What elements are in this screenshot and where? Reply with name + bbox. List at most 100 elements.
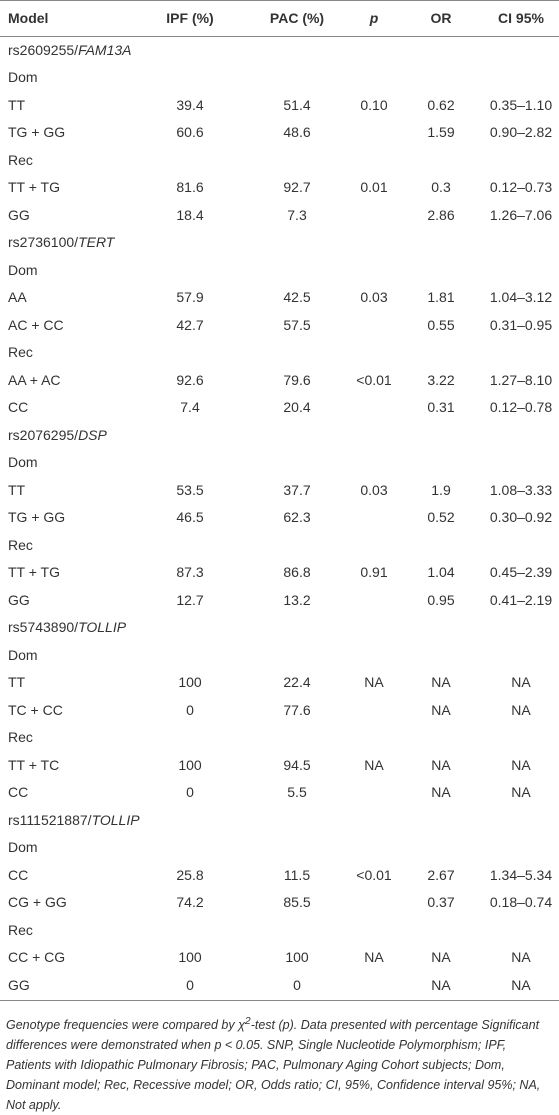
cell-ipf: 0 <box>186 976 194 993</box>
cell-ipf: 0 <box>186 784 194 801</box>
cell-ipf: 100 <box>178 949 202 966</box>
cell-or: 0.95 <box>427 591 455 608</box>
footnote-text: Genotype frequencies were compared by χ <box>6 1018 245 1033</box>
cell-pac: 79.6 <box>283 371 311 388</box>
snp-heading: rs2076295/DSP <box>8 427 107 443</box>
group-label: Rec <box>8 536 33 553</box>
cell-ci: NA <box>511 976 531 993</box>
cell-model: TG + GG <box>8 124 66 141</box>
cell-model: AA + AC <box>8 371 61 388</box>
cell-model: TC + CC <box>8 701 63 718</box>
cell-ci: 0.12–0.73 <box>489 179 553 196</box>
cell-or: 1.59 <box>427 124 455 141</box>
snp-id: rs2736100/ <box>8 234 79 251</box>
cell-pac: 22.4 <box>283 674 311 691</box>
cell-ci: 1.34–5.34 <box>489 866 553 883</box>
cell-ci: 0.30–0.92 <box>489 509 553 526</box>
group-label: Dom <box>8 69 38 86</box>
cell-or: 0.3 <box>431 179 451 196</box>
column-header: OR <box>430 10 452 26</box>
group-label: Dom <box>8 646 38 663</box>
cell-pac: 51.4 <box>283 96 311 113</box>
cell-pac: 7.3 <box>287 206 307 223</box>
snp-id: rs5743890/ <box>8 619 79 636</box>
cell-ipf: 53.5 <box>176 481 204 498</box>
cell-pac: 13.2 <box>283 591 311 608</box>
cell-or: 1.9 <box>431 481 451 498</box>
cell-p: NA <box>364 674 384 691</box>
cell-model: TT + TC <box>8 756 60 773</box>
cell-pac: 94.5 <box>283 756 311 773</box>
cell-pac: 77.6 <box>283 701 311 718</box>
cell-p: <0.01 <box>356 371 392 388</box>
column-header: p <box>369 10 379 26</box>
cell-pac: 100 <box>285 949 309 966</box>
cell-model: CC <box>8 866 29 883</box>
cell-model: TG + GG <box>8 509 66 526</box>
cell-pac: 86.8 <box>283 564 311 581</box>
snp-heading: rs2609255/FAM13A <box>8 42 132 58</box>
header-rule <box>0 36 559 37</box>
cell-p: 0.03 <box>360 289 388 306</box>
cell-pac: 11.5 <box>283 866 311 883</box>
cell-or: 3.22 <box>427 371 455 388</box>
cell-model: TT <box>8 96 26 113</box>
gene-name: DSP <box>78 426 107 443</box>
cell-pac: 5.5 <box>287 784 307 801</box>
snp-heading: rs111521887/TOLLIP <box>8 812 140 828</box>
cell-or: NA <box>431 756 451 773</box>
group-label: Dom <box>8 454 38 471</box>
cell-pac: 92.7 <box>283 179 311 196</box>
group-label: Dom <box>8 839 38 856</box>
cell-or: NA <box>431 784 451 801</box>
cell-ci: 1.04–3.12 <box>489 289 553 306</box>
cell-ci: 0.12–0.78 <box>489 399 553 416</box>
cell-ci: 1.26–7.06 <box>489 206 553 223</box>
cell-p: NA <box>364 756 384 773</box>
cell-pac: 20.4 <box>283 399 311 416</box>
cell-ipf: 60.6 <box>176 124 204 141</box>
gene-name: TOLLIP <box>78 619 127 636</box>
snp-id: rs2609255/ <box>8 41 79 58</box>
cell-ci: NA <box>511 674 531 691</box>
cell-p: 0.03 <box>360 481 388 498</box>
column-header: PAC (%) <box>269 10 325 26</box>
cell-pac: 62.3 <box>283 509 311 526</box>
cell-ci: NA <box>511 756 531 773</box>
column-header: CI 95% <box>498 10 544 26</box>
group-label: Dom <box>8 261 38 278</box>
cell-ci: 0.45–2.39 <box>489 564 553 581</box>
gene-name: TERT <box>78 234 115 251</box>
group-label: Rec <box>8 151 33 168</box>
cell-ci: 0.90–2.82 <box>489 124 553 141</box>
cell-model: AA <box>8 289 27 306</box>
cell-model: TT <box>8 481 26 498</box>
cell-ipf: 42.7 <box>176 316 204 333</box>
cell-pac: 37.7 <box>283 481 311 498</box>
bottom-rule <box>0 999 559 1001</box>
cell-or: NA <box>431 674 451 691</box>
gene-name: TOLLIP <box>91 811 140 828</box>
cell-ipf: 100 <box>178 756 202 773</box>
top-rule <box>0 0 559 1</box>
cell-pac: 85.5 <box>283 894 311 911</box>
column-header: Model <box>8 10 49 26</box>
cell-or: 0.52 <box>427 509 455 526</box>
cell-or: NA <box>431 701 451 718</box>
cell-p: NA <box>364 949 384 966</box>
group-label: Rec <box>8 921 33 938</box>
cell-or: 1.04 <box>427 564 455 581</box>
cell-ipf: 74.2 <box>176 894 204 911</box>
cell-ipf: 39.4 <box>176 96 204 113</box>
footnote-sup: 2 <box>244 1016 251 1027</box>
cell-model: TT + TG <box>8 564 60 581</box>
snp-id: rs111521887/ <box>8 811 92 828</box>
cell-model: GG <box>8 206 30 223</box>
cell-ipf: 25.8 <box>176 866 204 883</box>
cell-ipf: 12.7 <box>176 591 204 608</box>
cell-model: TT <box>8 674 26 691</box>
cell-ipf: 57.9 <box>176 289 204 306</box>
cell-ipf: 100 <box>178 674 202 691</box>
cell-or: 1.81 <box>427 289 455 306</box>
cell-ci: 1.27–8.10 <box>489 371 553 388</box>
